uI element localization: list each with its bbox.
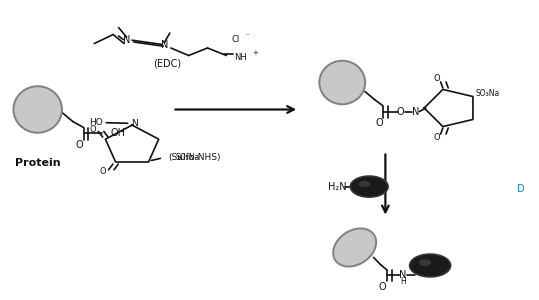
Circle shape <box>359 181 370 187</box>
Text: O: O <box>375 118 383 128</box>
Circle shape <box>350 176 388 197</box>
Ellipse shape <box>13 86 62 133</box>
Text: N: N <box>161 40 168 50</box>
Text: H: H <box>400 277 406 286</box>
Text: (EDC): (EDC) <box>153 58 181 68</box>
Text: N: N <box>399 270 407 280</box>
Text: ⁻: ⁻ <box>245 34 249 40</box>
Text: N: N <box>132 119 138 128</box>
Text: OH: OH <box>110 128 126 139</box>
Text: +: + <box>252 50 258 56</box>
Text: H₂N: H₂N <box>328 182 347 193</box>
Text: SO₃Na: SO₃Na <box>475 89 500 98</box>
Ellipse shape <box>319 61 365 104</box>
Text: O: O <box>433 74 440 83</box>
Text: NH: NH <box>234 52 247 62</box>
Circle shape <box>419 259 431 266</box>
Text: D: D <box>517 184 525 194</box>
Text: O: O <box>75 140 83 151</box>
Text: HO: HO <box>89 118 103 127</box>
Text: N: N <box>123 34 130 45</box>
Text: Protein: Protein <box>15 158 60 169</box>
Ellipse shape <box>333 228 376 267</box>
Text: Cl: Cl <box>232 34 240 43</box>
Text: O: O <box>379 281 386 292</box>
Text: O: O <box>396 106 404 117</box>
Text: O: O <box>433 133 440 142</box>
Text: O: O <box>99 167 106 176</box>
Circle shape <box>410 254 451 277</box>
Text: (Sulfo-NHS): (Sulfo-NHS) <box>168 153 220 162</box>
Text: N: N <box>412 106 419 117</box>
Text: O: O <box>89 125 96 134</box>
Text: SO₃Na: SO₃Na <box>176 153 200 162</box>
